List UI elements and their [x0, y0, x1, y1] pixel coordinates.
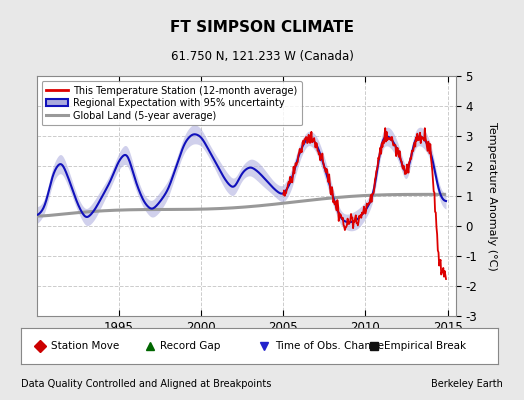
Text: 61.750 N, 121.233 W (Canada): 61.750 N, 121.233 W (Canada)	[171, 50, 353, 63]
Text: Time of Obs. Change: Time of Obs. Change	[275, 341, 384, 351]
Text: Berkeley Earth: Berkeley Earth	[431, 379, 503, 389]
Y-axis label: Temperature Anomaly (°C): Temperature Anomaly (°C)	[487, 122, 497, 270]
Text: FT SIMPSON CLIMATE: FT SIMPSON CLIMATE	[170, 20, 354, 35]
Text: Data Quality Controlled and Aligned at Breakpoints: Data Quality Controlled and Aligned at B…	[21, 379, 271, 389]
Text: Station Move: Station Move	[50, 341, 119, 351]
Text: Empirical Break: Empirical Break	[384, 341, 466, 351]
Legend: This Temperature Station (12-month average), Regional Expectation with 95% uncer: This Temperature Station (12-month avera…	[41, 81, 302, 126]
Text: Record Gap: Record Gap	[160, 341, 221, 351]
